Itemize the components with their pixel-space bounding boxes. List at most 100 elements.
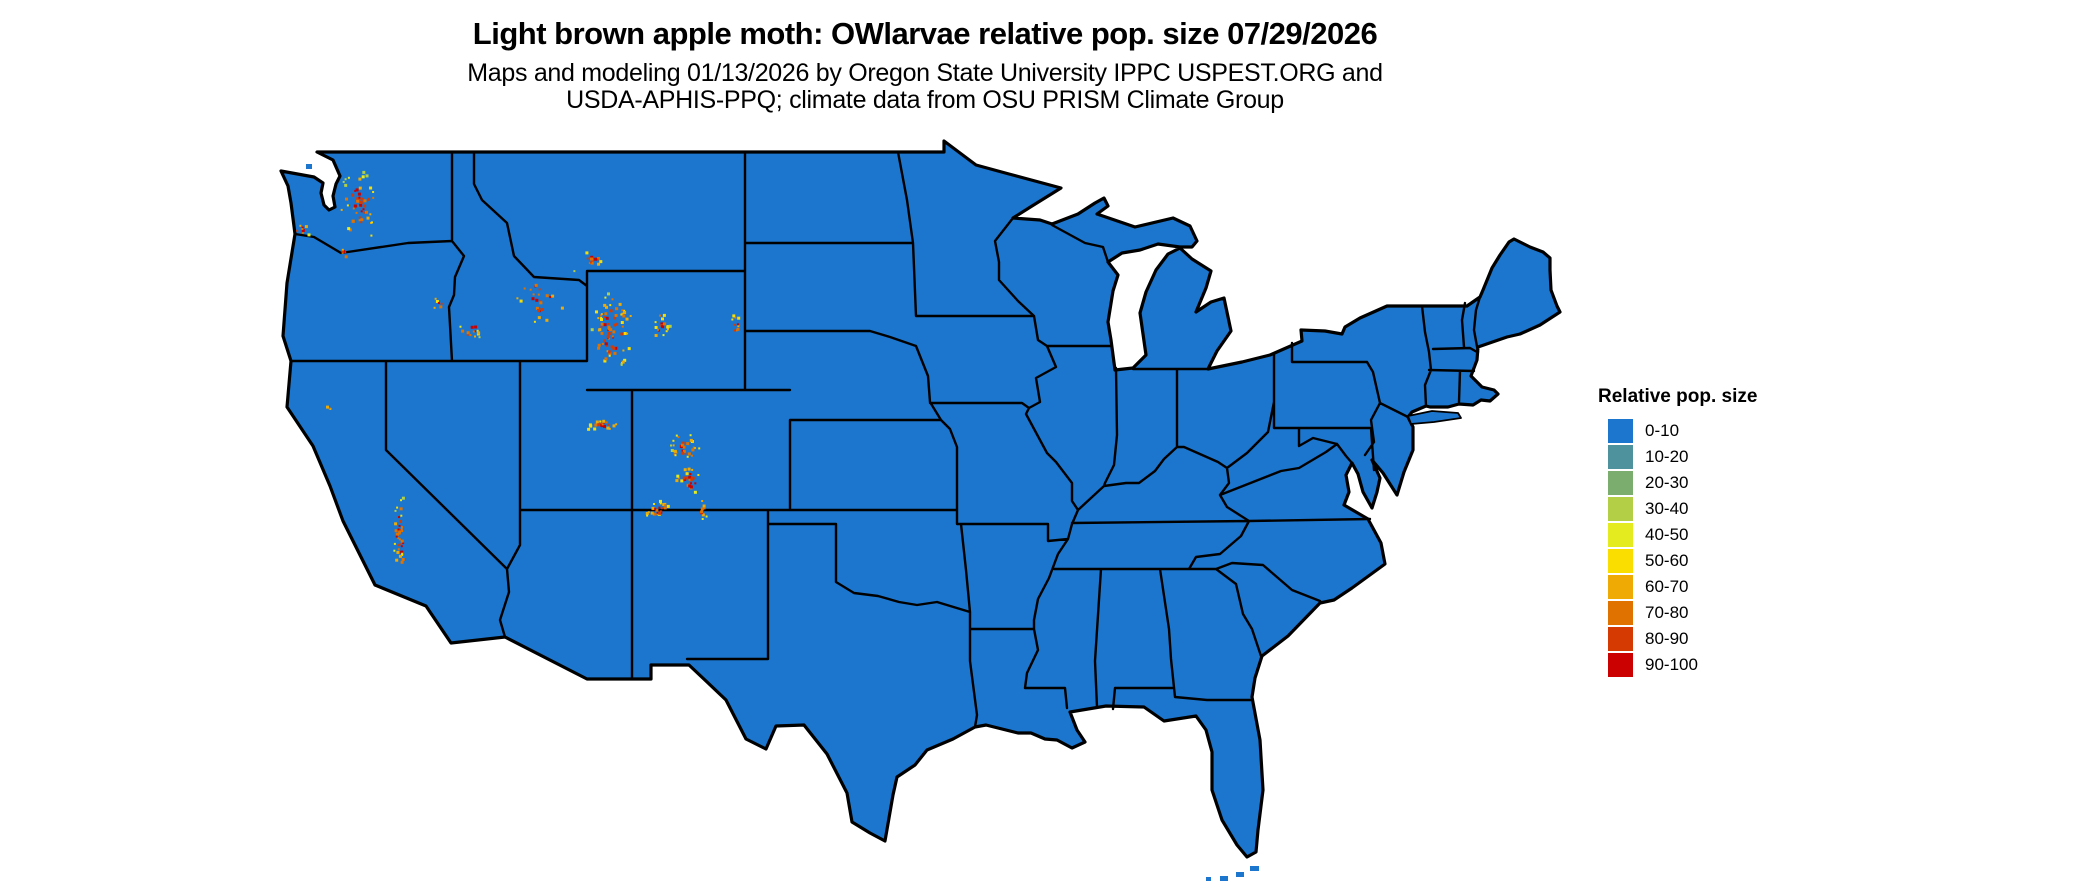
hotspot-dot: [668, 324, 672, 328]
legend-item: 70-80: [1598, 601, 1757, 625]
hotspot-dot: [689, 438, 693, 442]
hotspot-dot: [299, 224, 302, 227]
hotspot-dot: [466, 331, 470, 335]
hotspot-dot: [659, 502, 662, 505]
hotspot-dot: [615, 307, 619, 311]
hotspot-dot: [369, 186, 373, 190]
hotspot-dot: [600, 425, 603, 428]
hotspot-dot: [661, 325, 665, 329]
hotspot-dot: [606, 335, 610, 339]
hotspot-dot: [535, 306, 539, 310]
hotspot-dot: [656, 513, 659, 516]
hotspot-dot: [590, 260, 594, 264]
hotspot-dot: [539, 301, 543, 305]
hotspot-dot: [629, 315, 632, 317]
hotspot-dot: [686, 442, 690, 446]
hotspot-dot: [360, 204, 363, 207]
hotspot-dot: [398, 524, 401, 527]
hotspot-dot: [342, 180, 345, 183]
hotspot-dot: [655, 508, 659, 512]
hotspot-dot: [535, 298, 539, 302]
hotspot-dot: [694, 482, 697, 485]
hotspot-dot: [611, 298, 614, 301]
hotspot-dot: [328, 407, 331, 410]
hotspot-dot: [621, 325, 624, 328]
hotspot-dot: [737, 316, 741, 320]
hotspot-dot: [341, 250, 344, 253]
hotspot-dot: [372, 196, 375, 199]
hotspot-dot: [366, 216, 370, 220]
legend: Relative pop. size 0-10 10-20 20-30 30-4…: [1598, 386, 1757, 679]
legend-swatch: [1608, 575, 1633, 599]
hotspot-dot: [549, 296, 552, 299]
hotspot-dot: [344, 183, 348, 187]
hotspot-dot: [660, 507, 663, 510]
hotspot-dot: [685, 472, 689, 476]
hotspot-dot: [654, 334, 658, 337]
long-island: [1407, 410, 1462, 425]
legend-swatch: [1608, 471, 1633, 495]
hotspot-dot: [362, 170, 366, 174]
legend-title: Relative pop. size: [1598, 386, 1758, 407]
hotspot-dot: [599, 260, 603, 264]
hotspot-dot: [473, 330, 476, 333]
hotspot-dot: [600, 325, 603, 328]
hotspot-dot: [698, 447, 701, 450]
hotspot-dot: [360, 218, 364, 222]
hotspot-dot: [615, 423, 618, 426]
legend-swatch: [1608, 653, 1633, 677]
hotspot-dot: [736, 323, 739, 326]
hotspot-dot: [682, 445, 686, 449]
hotspot-dot: [675, 434, 678, 437]
hotspot-dot: [604, 357, 608, 361]
hotspot-dot: [355, 188, 359, 192]
hotspot-dot: [466, 333, 469, 336]
hotspot-dot: [733, 329, 736, 332]
hotspot-dot: [461, 329, 465, 333]
hotspot-dot: [537, 316, 541, 320]
hotspot-dot: [348, 228, 352, 232]
hotspot-dot: [697, 474, 700, 476]
hotspot-dot: [596, 258, 599, 261]
hotspot-dot: [662, 313, 666, 317]
hotspot-dot: [533, 320, 536, 323]
hotspot-dot: [651, 506, 655, 510]
hotspot-dot: [686, 455, 689, 458]
hotspot-dot: [344, 251, 347, 254]
hotspot-dot: [326, 405, 329, 409]
hotspot-dot: [596, 257, 600, 260]
hotspot-dot: [672, 444, 675, 447]
hotspot-dot: [588, 423, 592, 427]
hotspot-dot: [614, 346, 618, 350]
subtitle-line-1: Maps and modeling 01/13/2026 by Oregon S…: [467, 59, 1383, 87]
hotspot-dot: [603, 323, 607, 327]
hotspot-dot: [650, 511, 654, 515]
hotspot-dot: [614, 314, 618, 317]
hotspot-dot: [627, 347, 631, 351]
hotspot-dot: [355, 211, 358, 214]
hotspot-dot: [607, 350, 611, 354]
state-borders: [289, 150, 1482, 729]
hotspot-dot: [395, 558, 399, 562]
hotspot-dot: [400, 539, 404, 543]
hotspot-dot: [358, 186, 362, 190]
legend-item: 30-40: [1598, 497, 1757, 521]
hotspot-dot: [519, 299, 523, 303]
hotspot-dot: [677, 436, 680, 439]
hotspot-dot: [691, 448, 695, 452]
legend-label: 30-40: [1645, 499, 1689, 518]
hotspot-dot: [435, 300, 439, 303]
hotspot-dot: [601, 342, 604, 345]
hotspot-dot: [608, 427, 611, 430]
hotspot-dot: [613, 351, 617, 355]
hotspot-dot: [654, 326, 658, 329]
hotspot-dot: [538, 288, 541, 291]
hotspot-dot: [400, 499, 402, 502]
hotspot-dot: [620, 363, 623, 366]
hotspot-dot: [621, 309, 624, 312]
hotspot-dot: [400, 528, 403, 531]
hotspot-dot: [394, 522, 398, 526]
hotspot-dot: [585, 251, 589, 255]
hotspot-dot: [545, 294, 549, 298]
